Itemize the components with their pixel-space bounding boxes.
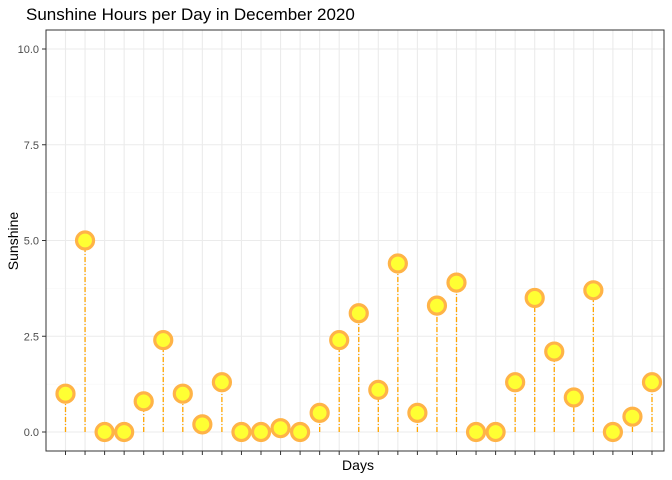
lollipop-point <box>309 402 330 423</box>
chart-title: Sunshine Hours per Day in December 2020 <box>26 5 355 24</box>
lollipop-points <box>55 230 663 443</box>
y-tick-label: 0.0 <box>24 427 39 439</box>
lollipop-point <box>114 421 135 443</box>
lollipop-point <box>544 341 565 362</box>
y-tick-label: 10.0 <box>18 44 39 56</box>
lollipop-point <box>231 421 252 443</box>
lollipop-point <box>329 329 350 351</box>
lollipop-point <box>622 406 643 427</box>
y-axis-title: Sunshine <box>5 212 21 271</box>
lollipop-point <box>387 253 408 274</box>
lollipop-point <box>485 421 506 443</box>
grid-lines <box>46 30 664 451</box>
lollipop-point <box>602 421 624 443</box>
lollipop-point <box>426 295 448 316</box>
lollipop-point <box>368 379 389 400</box>
lollipop-point <box>94 421 115 443</box>
lollipop-point <box>348 303 369 324</box>
panel-border <box>45 29 665 452</box>
lollipop-point <box>74 230 96 251</box>
lollipop-point <box>270 418 291 439</box>
lollipop-point <box>250 421 272 443</box>
lollipop-point <box>583 280 604 301</box>
lollipop-point <box>563 387 584 408</box>
lollipop-point <box>192 414 213 435</box>
lollipop-point <box>524 287 545 309</box>
lollipop-point <box>465 421 487 443</box>
y-tick-label: 2.5 <box>24 331 39 343</box>
lollipop-point <box>133 391 154 412</box>
lollipop-point <box>290 421 311 443</box>
x-axis-title: Days <box>342 457 374 473</box>
lollipop-point <box>211 372 232 393</box>
lollipop-point <box>407 402 428 423</box>
lollipop-point <box>505 372 526 393</box>
lollipop-point <box>172 383 193 404</box>
axes: 0.0 2.5 5.0 7.5 10.0 <box>18 44 653 455</box>
y-tick-label: 7.5 <box>24 140 39 152</box>
lollipop-point <box>153 329 174 351</box>
y-tick-label: 5.0 <box>24 236 39 248</box>
lollipop-point <box>446 272 467 293</box>
lollipop-point <box>641 372 663 393</box>
lollipop-point <box>55 383 76 404</box>
